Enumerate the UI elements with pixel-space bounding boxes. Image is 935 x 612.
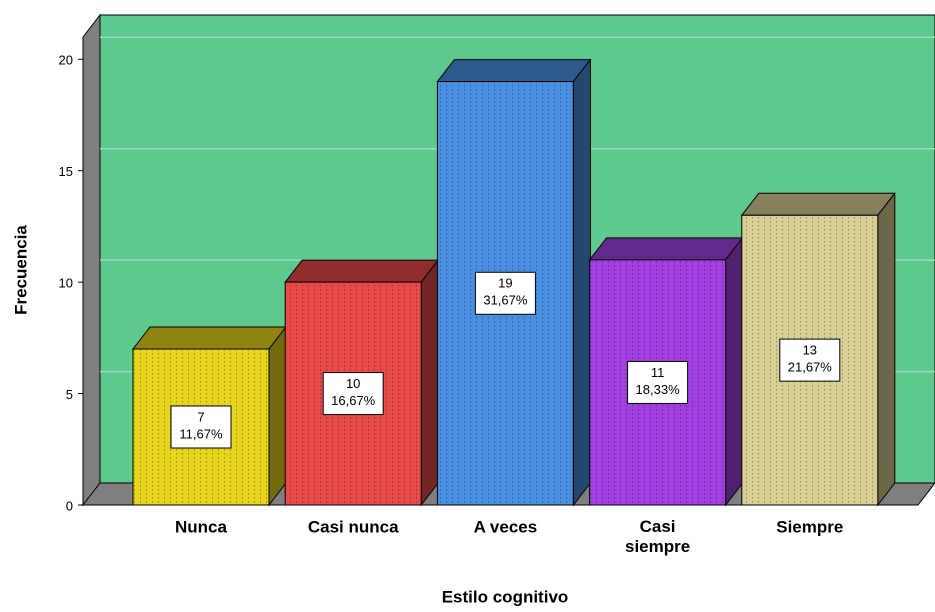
x-tick-label: Nunca [175, 517, 228, 536]
bar-side [572, 58, 591, 507]
bar-side [725, 236, 744, 507]
value-label-box [779, 338, 841, 382]
value-label-box [170, 405, 232, 449]
value-label-box [474, 271, 536, 315]
percent-label: 11,67% [179, 426, 223, 441]
x-tick-label: A veces [474, 517, 538, 536]
percent-label: 18,33% [636, 382, 681, 397]
percent-label: 21,67% [788, 360, 833, 375]
value-label: 10 [346, 376, 360, 391]
y-tick-label: 5 [66, 387, 73, 402]
value-label: 19 [498, 276, 512, 291]
value-label: 7 [197, 409, 204, 424]
y-tick-label: 15 [59, 164, 73, 179]
bar-side [877, 191, 896, 507]
bar-side [268, 325, 287, 507]
value-label: 11 [651, 365, 665, 380]
x-tick-label: Siempre [776, 517, 843, 536]
y-tick-label: 0 [66, 498, 73, 513]
x-tick-label: Casi siempre [625, 517, 690, 556]
bar-side [420, 258, 439, 507]
y-tick-label: 20 [59, 53, 73, 68]
bar-top [740, 192, 896, 216]
x-tick-label: Casi nunca [308, 517, 399, 536]
value-label-box [627, 360, 689, 404]
bar-top [131, 326, 288, 350]
bar-top [588, 237, 744, 261]
value-label: 13 [803, 343, 817, 358]
percent-label: 16,67% [331, 393, 376, 408]
bar-top [284, 259, 440, 283]
x-axis-title: Estilo cognitivo [442, 587, 569, 606]
y-axis-title: Frecuencia [11, 225, 30, 315]
value-label-box [322, 372, 384, 416]
side-wall [82, 13, 101, 507]
y-tick-label: 10 [59, 276, 73, 291]
percent-label: 31,67% [483, 293, 528, 308]
bar-top [436, 59, 592, 83]
